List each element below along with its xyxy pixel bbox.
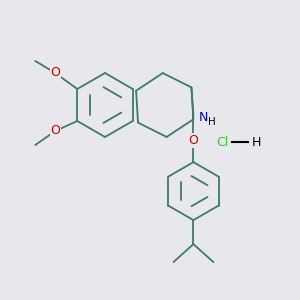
Text: H: H (251, 136, 261, 148)
Text: N: N (199, 111, 208, 124)
Text: O: O (50, 67, 60, 80)
Text: Cl: Cl (216, 136, 228, 148)
Text: O: O (50, 124, 60, 137)
Text: H: H (208, 117, 216, 127)
Text: O: O (188, 134, 198, 147)
